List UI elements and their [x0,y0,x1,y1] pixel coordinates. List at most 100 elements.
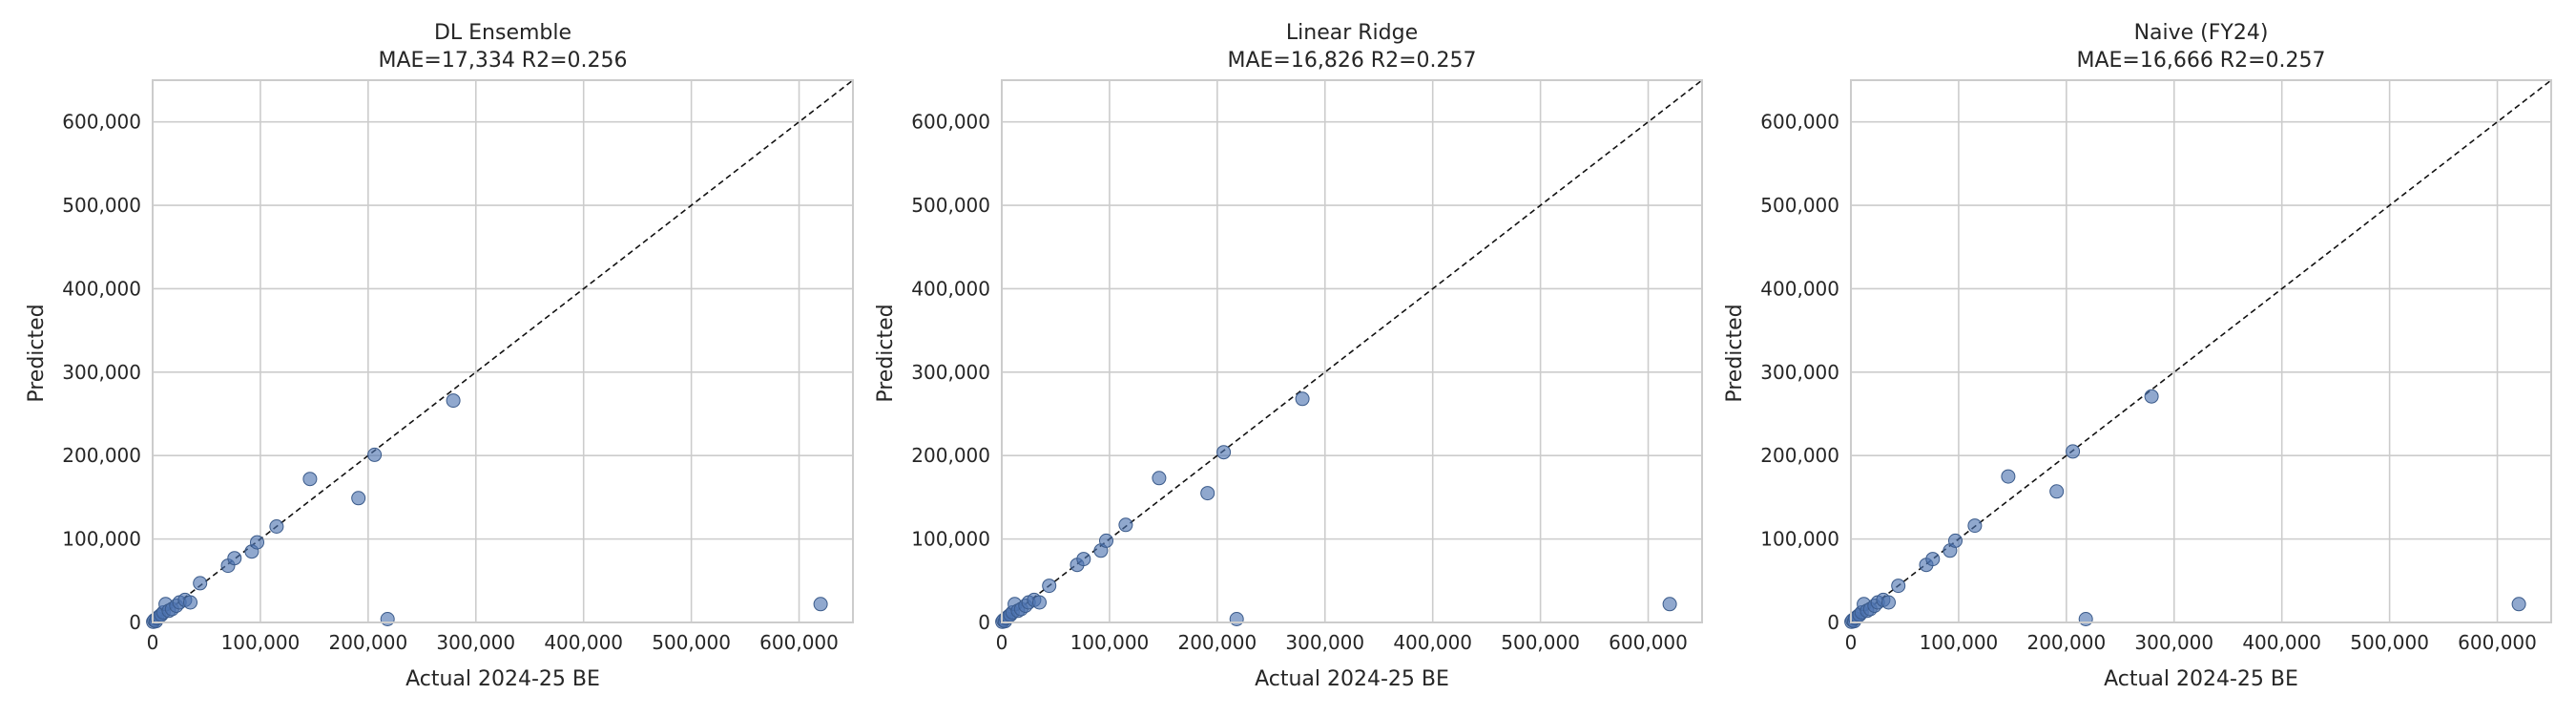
y-tick-label: 400,000 [62,277,141,300]
panel-naive-fy24: Naive (FY24) MAE=16,666 R2=0.257 Actual … [1723,21,2552,691]
x-tick-label: 500,000 [2350,631,2429,654]
x-axis-label: Actual 2024-25 BE [2104,667,2298,691]
plot-area [1844,79,2552,629]
identity-line [1001,79,1703,623]
plot-frame [152,79,854,623]
x-tick-label: 300,000 [1285,631,1364,654]
panel-subtitle: MAE=16,826 R2=0.257 [1227,49,1476,73]
data-point [2066,444,2081,459]
data-point [2001,469,2016,484]
data-point [227,551,242,566]
y-tick-label: 100,000 [1760,528,1839,551]
x-tick-label: 600,000 [1609,631,1688,654]
x-tick-label: 100,000 [1920,631,1999,654]
data-points [995,391,1677,629]
data-points [1844,389,2526,629]
panel-linear-ridge: Linear Ridge MAE=16,826 R2=0.257 Actual … [874,21,1703,691]
y-tick-label: 500,000 [62,194,141,217]
x-tick-label: 300,000 [436,631,515,654]
data-point [1229,612,1244,626]
x-tick-label: 600,000 [759,631,839,654]
y-tick-label: 100,000 [62,528,141,551]
data-point [1662,597,1677,612]
y-tick-label: 400,000 [1760,277,1839,300]
y-axis-label: Predicted [874,304,898,402]
data-point [2511,597,2526,612]
x-tick-label: 0 [147,631,159,654]
plot-area [995,79,1703,629]
data-point [193,576,208,591]
data-point [380,612,395,626]
data-point [250,535,264,550]
y-tick-label: 300,000 [911,361,990,384]
panel-title: Linear Ridge [1286,21,1418,45]
y-tick-label: 600,000 [911,111,990,134]
data-point [1200,486,1215,501]
data-point [813,597,828,612]
data-point [1152,471,1167,486]
x-tick-label: 400,000 [544,631,623,654]
data-point [1295,391,1310,407]
x-tick-label: 100,000 [1070,631,1150,654]
data-point [1925,552,1941,567]
panel-title: DL Ensemble [434,21,571,45]
panel-subtitle: MAE=17,334 R2=0.256 [378,49,627,73]
identity-line [1850,79,2552,623]
data-point [446,393,461,409]
data-point [1967,518,1983,534]
identity-line [152,79,854,623]
y-tick-label: 600,000 [62,111,141,134]
x-tick-label: 0 [996,631,1008,654]
data-point [183,595,197,610]
panel-subtitle: MAE=16,666 R2=0.257 [2076,49,2325,73]
data-point [2078,612,2093,626]
x-tick-label: 200,000 [1177,631,1257,654]
data-point [1891,579,1906,594]
data-point [1948,533,1963,548]
data-point [351,491,366,506]
x-tick-label: 200,000 [2026,631,2106,654]
data-point [1118,517,1133,533]
data-point [1216,445,1232,460]
y-axis-label: Predicted [1723,304,1747,402]
data-point [1042,579,1057,594]
x-tick-label: 400,000 [1393,631,1472,654]
y-tick-label: 200,000 [62,444,141,467]
y-tick-label: 200,000 [911,444,990,467]
x-tick-label: 100,000 [221,631,301,654]
y-axis-label: Predicted [25,304,49,402]
x-tick-label: 500,000 [1501,631,1580,654]
y-tick-label: 0 [129,611,141,634]
x-tick-label: 600,000 [2458,631,2537,654]
data-point [2144,389,2159,404]
y-tick-label: 0 [978,611,990,634]
panel-dl-ensemble: DL Ensemble MAE=17,334 R2=0.256 Actual 2… [25,21,854,691]
y-tick-label: 600,000 [1760,111,1839,134]
data-point [269,519,284,534]
y-tick-label: 300,000 [1760,361,1839,384]
plot-frame [1001,79,1703,623]
x-tick-label: 200,000 [328,631,407,654]
y-tick-label: 300,000 [62,361,141,384]
data-point [302,472,318,487]
data-point [1032,595,1047,610]
x-tick-label: 300,000 [2134,631,2213,654]
x-tick-label: 400,000 [2242,631,2321,654]
y-tick-label: 500,000 [911,194,990,217]
data-point [2049,484,2065,499]
y-tick-label: 500,000 [1760,194,1839,217]
y-tick-label: 200,000 [1760,444,1839,467]
data-point [1076,552,1091,567]
plot-area [146,79,854,629]
panel-title: Naive (FY24) [2134,21,2269,45]
x-axis-label: Actual 2024-25 BE [405,667,600,691]
y-tick-label: 100,000 [911,528,990,551]
x-tick-label: 500,000 [652,631,731,654]
plot-frame [1850,79,2552,623]
y-tick-label: 0 [1827,611,1839,634]
x-axis-label: Actual 2024-25 BE [1255,667,1449,691]
data-point [367,447,383,462]
data-point [1099,533,1113,548]
data-point [1881,595,1896,610]
